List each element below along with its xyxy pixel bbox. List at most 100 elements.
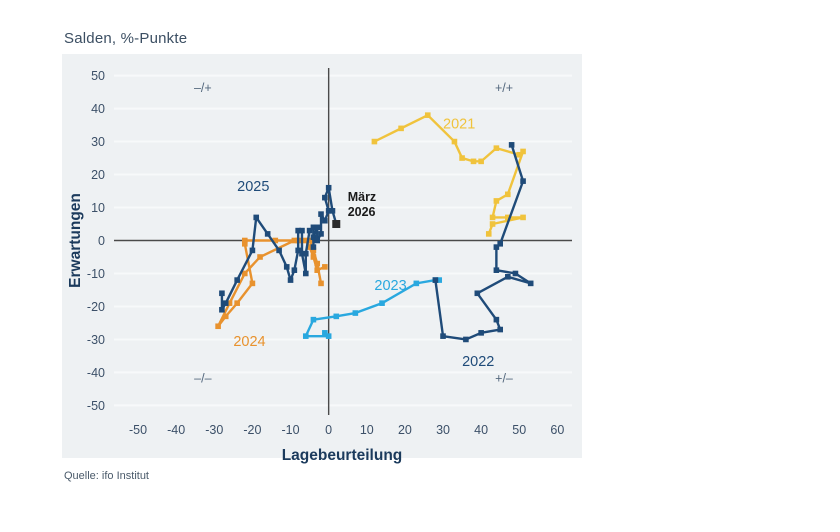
data-point — [318, 211, 324, 217]
series-märz-2026 — [332, 220, 341, 229]
series-label-2021: 2021 — [443, 116, 475, 132]
data-point — [527, 280, 534, 287]
data-point — [249, 247, 256, 254]
data-point — [459, 155, 465, 161]
data-point — [257, 254, 263, 260]
data-point — [222, 300, 229, 306]
data-point — [463, 336, 469, 343]
unit-label: Salden, %-Punkte — [64, 30, 188, 47]
data-point — [325, 208, 332, 214]
data-point — [226, 300, 233, 306]
data-point — [219, 290, 225, 297]
annotations-group: 2021 2023 2022 2024 2025 März 2026 –/+ +/+ –/– +/– — [194, 81, 513, 385]
data-point — [302, 250, 309, 257]
data-point — [291, 237, 298, 244]
data-point — [520, 178, 526, 184]
series-label-2024: 2024 — [233, 334, 265, 350]
data-point — [398, 125, 404, 132]
data-point — [478, 330, 484, 336]
data-point — [493, 267, 500, 273]
data-point — [478, 158, 484, 165]
data-point — [264, 231, 271, 237]
data-point — [302, 237, 309, 244]
zero-axes-group — [114, 68, 572, 415]
data-point — [493, 316, 500, 323]
data-point — [333, 313, 340, 320]
data-point — [299, 250, 305, 257]
series-2021 — [371, 112, 526, 237]
data-point — [310, 244, 317, 250]
data-point — [432, 277, 439, 283]
data-point — [299, 227, 305, 234]
data-point — [497, 326, 503, 333]
data-point — [413, 280, 420, 287]
data-point — [493, 145, 500, 151]
quadrant-label-bottom-left: –/– — [194, 371, 211, 385]
data-point — [302, 270, 309, 277]
data-point — [306, 244, 313, 250]
data-point — [485, 231, 492, 237]
data-point — [253, 214, 260, 221]
data-point — [222, 313, 229, 320]
series-label-2022: 2022 — [462, 354, 494, 370]
data-point — [489, 214, 496, 221]
series-2022 — [432, 142, 534, 343]
data-point — [470, 158, 477, 165]
data-point — [219, 306, 225, 313]
data-point — [493, 198, 500, 204]
data-point — [440, 333, 446, 339]
data-point — [306, 227, 313, 234]
data-point — [329, 208, 336, 214]
data-point — [295, 247, 301, 254]
series-label-2025: 2025 — [237, 179, 269, 195]
data-point — [295, 227, 301, 234]
data-point — [234, 300, 240, 306]
data-point — [272, 237, 279, 244]
data-point — [249, 280, 256, 287]
series-2024 — [215, 237, 328, 330]
data-point — [322, 330, 328, 336]
quadrant-label-top-left: –/+ — [194, 81, 212, 95]
series-label-2023: 2023 — [374, 278, 406, 294]
data-point — [325, 184, 332, 191]
series-group — [215, 112, 534, 343]
data-point — [322, 217, 328, 224]
data-point — [489, 221, 496, 227]
quadrant-label-bottom-right: +/– — [495, 371, 513, 385]
data-point — [310, 316, 317, 323]
data-point — [322, 194, 328, 201]
data-point — [508, 142, 515, 148]
data-point — [371, 138, 378, 145]
data-point — [505, 214, 511, 221]
series-line — [216, 239, 327, 328]
data-point — [516, 151, 523, 158]
data-point — [306, 237, 313, 244]
data-point — [241, 270, 248, 277]
data-point — [310, 224, 317, 231]
data-point — [276, 247, 282, 254]
data-point — [283, 264, 290, 270]
data-point — [241, 241, 248, 247]
quadrant-label-top-right: +/+ — [495, 81, 513, 95]
data-point — [352, 310, 359, 316]
data-point — [310, 247, 317, 254]
data-point — [287, 277, 294, 283]
data-point — [314, 224, 321, 231]
data-point — [493, 244, 500, 250]
source-note: Quelle: ifo Institut — [64, 470, 149, 482]
data-point — [314, 260, 321, 267]
plot-panel: 2021 2023 2022 2024 2025 März 2026 –/+ +/+ –/– +/– — [62, 54, 582, 458]
data-point — [241, 237, 248, 244]
data-point — [512, 270, 519, 277]
data-point — [318, 231, 324, 237]
data-point — [314, 237, 321, 244]
data-point — [234, 277, 240, 283]
series-2023 — [302, 277, 443, 339]
data-point — [291, 267, 298, 273]
series-line — [304, 278, 441, 338]
data-point — [302, 333, 309, 339]
data-point — [436, 277, 443, 283]
series-label-marz-2026: März 2026 — [348, 190, 376, 219]
data-point — [325, 333, 332, 339]
